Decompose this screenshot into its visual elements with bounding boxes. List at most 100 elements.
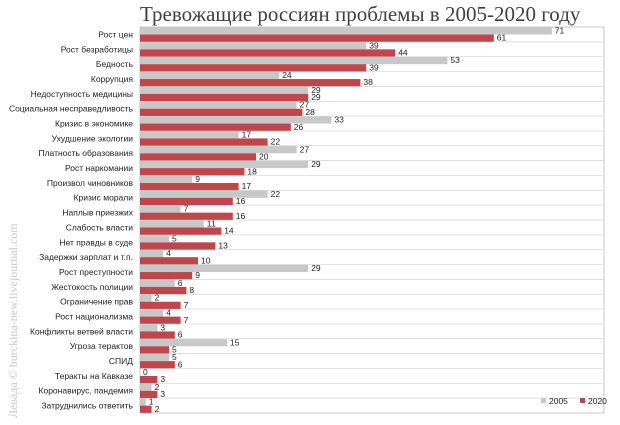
data-label-2005: 17 bbox=[242, 129, 252, 139]
bar-2020 bbox=[140, 34, 494, 42]
data-label-2020: 2 bbox=[155, 404, 160, 414]
data-label-2005: 15 bbox=[230, 337, 240, 347]
category-label: Теракты на Кавказе bbox=[55, 371, 133, 381]
bar-2005 bbox=[140, 324, 158, 332]
data-label-2005: 29 bbox=[311, 263, 321, 273]
category-label: Нет правды в суде bbox=[59, 237, 133, 247]
bar-2005 bbox=[140, 309, 164, 317]
data-label-2020: 6 bbox=[178, 359, 183, 369]
chart-title: Тревожащие россиян проблемы в 2005-2020 … bbox=[140, 2, 581, 26]
legend-label-2005: 2005 bbox=[549, 396, 568, 406]
bar-2020 bbox=[140, 79, 361, 87]
category-label: Наплыв приезжих bbox=[62, 208, 133, 218]
bar-2020 bbox=[140, 49, 396, 57]
data-label-2020: 39 bbox=[369, 62, 379, 72]
data-label-2020: 18 bbox=[247, 166, 257, 176]
bar-2005 bbox=[140, 220, 204, 228]
legend-swatch-2005 bbox=[541, 398, 546, 403]
data-label-2020: 14 bbox=[224, 226, 234, 236]
data-label-2005: 5 bbox=[172, 233, 177, 243]
category-label: Жестокость полиции bbox=[51, 282, 133, 292]
category-label: Рост наркомании bbox=[65, 163, 133, 173]
bar-2020 bbox=[140, 93, 309, 102]
data-label-2020: 38 bbox=[363, 77, 373, 87]
data-label-2020: 3 bbox=[160, 389, 165, 399]
bar-2020 bbox=[140, 272, 193, 280]
data-label-2020: 22 bbox=[271, 137, 281, 147]
data-label-2020: 44 bbox=[398, 48, 408, 58]
bar-2020 bbox=[140, 316, 181, 324]
data-label-2005: 7 bbox=[184, 204, 189, 214]
bar-2020 bbox=[140, 375, 158, 384]
bar-2005 bbox=[140, 205, 181, 213]
data-label-2020: 16 bbox=[236, 196, 246, 206]
bar-2005 bbox=[140, 264, 309, 273]
bar-2005 bbox=[140, 294, 152, 302]
data-label-2005: 29 bbox=[311, 159, 321, 169]
bar-2005 bbox=[140, 235, 169, 243]
bar-2005 bbox=[140, 56, 448, 65]
bar-2005 bbox=[140, 190, 268, 198]
bar-2005 bbox=[140, 42, 367, 50]
category-label: Конфликты ветвей власти bbox=[30, 326, 133, 336]
category-label: Слабость власти bbox=[66, 222, 134, 232]
data-label-2020: 29 bbox=[311, 92, 321, 102]
legend-swatch-2020 bbox=[580, 398, 585, 403]
category-label: Рост национализма bbox=[55, 312, 133, 322]
category-label: СПИД bbox=[109, 356, 133, 366]
bar-2020 bbox=[140, 227, 222, 235]
bar-2020 bbox=[140, 108, 303, 116]
bar-2005 bbox=[140, 86, 309, 94]
category-label: Кризис в экономике bbox=[55, 119, 133, 129]
bar-2005 bbox=[140, 160, 309, 169]
bar-2020 bbox=[140, 286, 187, 295]
category-label: Затруднились ответить bbox=[41, 401, 133, 411]
data-label-2020: 20 bbox=[259, 151, 269, 161]
bar-2020 bbox=[140, 64, 367, 72]
data-label-2020: 10 bbox=[201, 255, 211, 265]
bar-2020 bbox=[140, 390, 158, 399]
bar-2005 bbox=[140, 398, 146, 406]
data-label-2020: 7 bbox=[184, 315, 189, 325]
data-label-2005: 5 bbox=[172, 352, 177, 362]
bar-2020 bbox=[140, 405, 152, 413]
bar-2005 bbox=[140, 27, 552, 35]
bar-2020 bbox=[140, 331, 175, 339]
bar-2005 bbox=[140, 175, 193, 183]
data-label-2005: 1 bbox=[149, 397, 154, 407]
data-label-2005: 53 bbox=[450, 55, 460, 65]
data-label-2020: 61 bbox=[497, 33, 507, 43]
data-label-2020: 16 bbox=[236, 211, 246, 221]
data-label-2005: 27 bbox=[300, 100, 310, 110]
category-label: Рост преступности bbox=[59, 267, 133, 277]
data-label-2020: 7 bbox=[184, 300, 189, 310]
data-label-2005: 24 bbox=[282, 70, 292, 80]
data-label-2005: 2 bbox=[155, 293, 160, 303]
bar-2020 bbox=[140, 301, 181, 309]
category-label: Коронавирус, пандемия bbox=[39, 386, 134, 396]
category-label: Угроза терактов bbox=[70, 341, 134, 351]
data-label-2005: 0 bbox=[143, 367, 148, 377]
data-label-2020: 17 bbox=[242, 181, 252, 191]
category-label: Недоступность медицины bbox=[31, 89, 133, 99]
category-label: Кризис морали bbox=[74, 193, 134, 203]
bar-2005 bbox=[140, 279, 175, 287]
bar-2020 bbox=[140, 153, 256, 161]
bar-2005 bbox=[140, 146, 297, 154]
data-label-2005: 71 bbox=[555, 26, 565, 36]
data-label-2005: 4 bbox=[166, 308, 171, 318]
data-label-2005: 29 bbox=[311, 85, 321, 95]
category-label: Рост безработицы bbox=[61, 44, 133, 54]
category-label: Ограничение прав bbox=[60, 297, 133, 307]
bar-2005 bbox=[140, 101, 297, 109]
bar-2005 bbox=[140, 383, 152, 391]
category-label: Рост цен bbox=[98, 29, 133, 39]
data-label-2005: 33 bbox=[334, 115, 344, 125]
legend-label-2020: 2020 bbox=[588, 396, 607, 406]
bar-2020 bbox=[140, 123, 291, 131]
bar-2020 bbox=[140, 257, 198, 265]
data-label-2005: 2 bbox=[155, 382, 160, 392]
data-label-2020: 5 bbox=[172, 344, 177, 354]
bar-2020 bbox=[140, 346, 169, 354]
